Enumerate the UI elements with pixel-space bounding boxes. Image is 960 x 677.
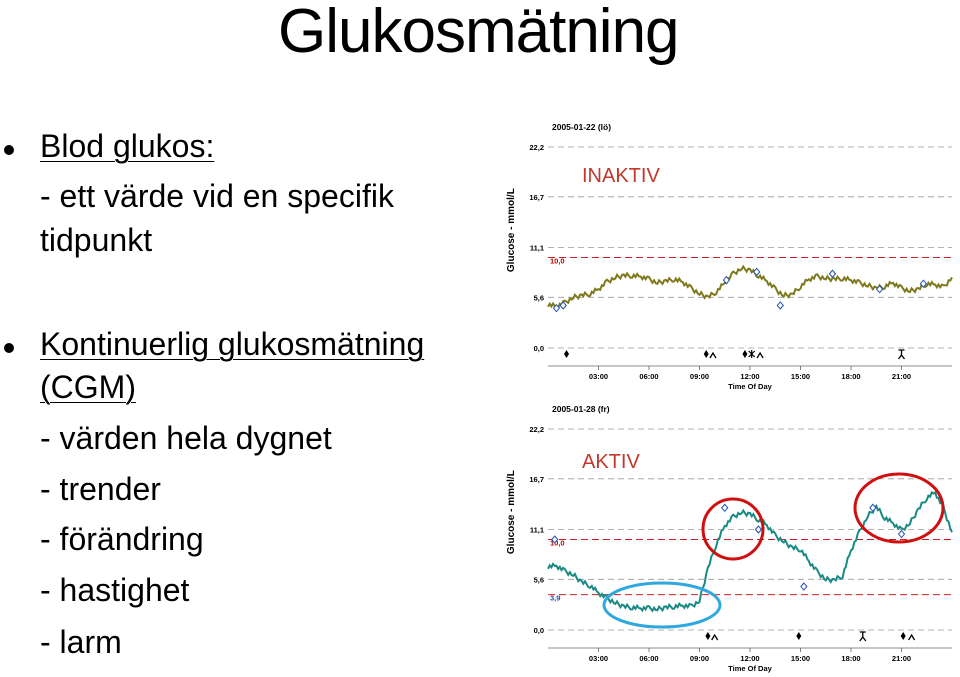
x-tick-label: 15:00 — [791, 372, 810, 381]
meal-marker — [908, 633, 916, 641]
y-tick-label: 0,0 — [534, 626, 544, 635]
status-annotation: INAKTIV — [582, 165, 660, 187]
bullet-line: - värden hela dygnet — [40, 420, 332, 456]
bullet-line: - förändring — [40, 521, 204, 557]
y-tick-label: 5,6 — [534, 293, 544, 302]
cgm-chart-active: 2005-01-28 (fr) 22,2 16,7 11,1 5,6 0,0 10,0 3,9… — [500, 394, 960, 674]
threshold-label: 10,0 — [550, 538, 565, 547]
sensor-reading-marker — [551, 535, 559, 544]
meal-marker — [756, 351, 764, 359]
x-tick-label: 12:00 — [740, 372, 759, 381]
meal-marker — [709, 351, 717, 359]
x-tick-label: 03:00 — [589, 654, 608, 663]
x-tick-label: 12:00 — [740, 654, 759, 663]
cgm-chart-svg: 2005-01-28 (fr) 22,2 16,7 11,1 5,6 0,0 10,0 3,9… — [506, 404, 953, 673]
sensor-reading-marker — [754, 525, 763, 534]
bullet-heading: Kontinuerlig glukosmätning — [40, 326, 425, 362]
bullet-heading-continued: (CGM) — [40, 369, 136, 405]
x-tick-label: 21:00 — [892, 372, 911, 381]
sensor-reading-marker — [897, 529, 906, 539]
x-tick-label: 15:00 — [791, 654, 810, 663]
x-tick-label: 18:00 — [841, 372, 860, 381]
chart-date-label: 2005-01-28 (fr) — [552, 404, 610, 414]
page-title: Glukosmätning — [278, 0, 680, 66]
meal-marker — [711, 633, 719, 641]
insulin-marker — [742, 350, 748, 358]
x-tick-label: 03:00 — [589, 372, 608, 381]
insulin-marker — [564, 350, 570, 358]
x-tick-label: 06:00 — [639, 654, 658, 663]
y-axis-label: Glucose - mmol/L — [506, 470, 517, 554]
sensor-reading-marker — [552, 303, 561, 313]
sensor-reading-marker — [828, 269, 837, 279]
bullet-dot — [4, 145, 14, 155]
x-axis-label: Time Of Day — [728, 664, 772, 673]
glucose-trace — [547, 264, 953, 310]
x-tick-label: 09:00 — [690, 654, 709, 663]
insulin-marker — [796, 632, 802, 640]
highlight-circle — [853, 472, 945, 544]
event-marker — [748, 350, 756, 358]
sensor-reading-marker — [875, 284, 884, 294]
y-tick-label: 16,7 — [529, 193, 544, 202]
y-axis-label: Glucose - mmol/L — [506, 188, 517, 272]
bullet-dot — [4, 343, 14, 353]
bullet-line: - ett värde vid en specifik — [40, 178, 394, 214]
y-tick-label: 0,0 — [534, 344, 544, 353]
status-annotation: AKTIV — [582, 451, 640, 473]
sensor-reading-marker — [919, 279, 928, 288]
sensor-reading-marker — [776, 301, 784, 310]
sensor-reading-marker — [753, 267, 761, 277]
y-tick-label: 22,2 — [529, 425, 544, 434]
sensor-reading-marker — [800, 582, 808, 591]
x-tick-label: 21:00 — [892, 654, 911, 663]
sensor-reading-marker — [721, 503, 729, 513]
threshold-label: 3,9 — [550, 594, 560, 603]
bullet-line: - hastighet — [40, 572, 190, 608]
glucose-trace — [547, 490, 953, 613]
sensor-reading-marker — [722, 275, 731, 285]
exercise-marker — [859, 631, 867, 642]
y-tick-label: 16,7 — [529, 475, 544, 484]
cgm-chart-inactive: 2005-01-22 (lö) 22,2 16,7 11,1 5,6 0,0 10,0 Glu… — [500, 112, 960, 392]
cgm-chart-svg: 2005-01-22 (lö) 22,2 16,7 11,1 5,6 0,0 10,0 Glu… — [506, 122, 953, 391]
bullet-line: - trender — [40, 471, 161, 507]
sensor-reading-marker — [869, 503, 877, 513]
y-tick-label: 5,6 — [534, 575, 544, 584]
threshold-label: 10,0 — [550, 256, 565, 265]
chart-date-label: 2005-01-22 (lö) — [552, 122, 611, 132]
exercise-marker — [897, 349, 906, 360]
x-axis-label: Time Of Day — [728, 382, 772, 391]
x-tick-label: 09:00 — [690, 372, 709, 381]
insulin-marker — [703, 350, 709, 358]
y-tick-label: 11,1 — [530, 526, 544, 535]
bullet-line: - larm — [40, 624, 122, 660]
y-tick-label: 11,1 — [530, 244, 544, 253]
highlight-circle — [701, 497, 765, 561]
highlight-circle — [602, 581, 722, 629]
y-tick-label: 22,2 — [529, 143, 544, 152]
insulin-marker — [705, 632, 711, 640]
sensor-reading-marker — [559, 301, 567, 310]
x-tick-label: 18:00 — [841, 654, 860, 663]
bullet-heading: Blod glukos: — [40, 128, 215, 164]
insulin-marker — [900, 632, 906, 640]
x-tick-label: 06:00 — [639, 372, 658, 381]
bullet-line: tidpunkt — [40, 222, 153, 258]
